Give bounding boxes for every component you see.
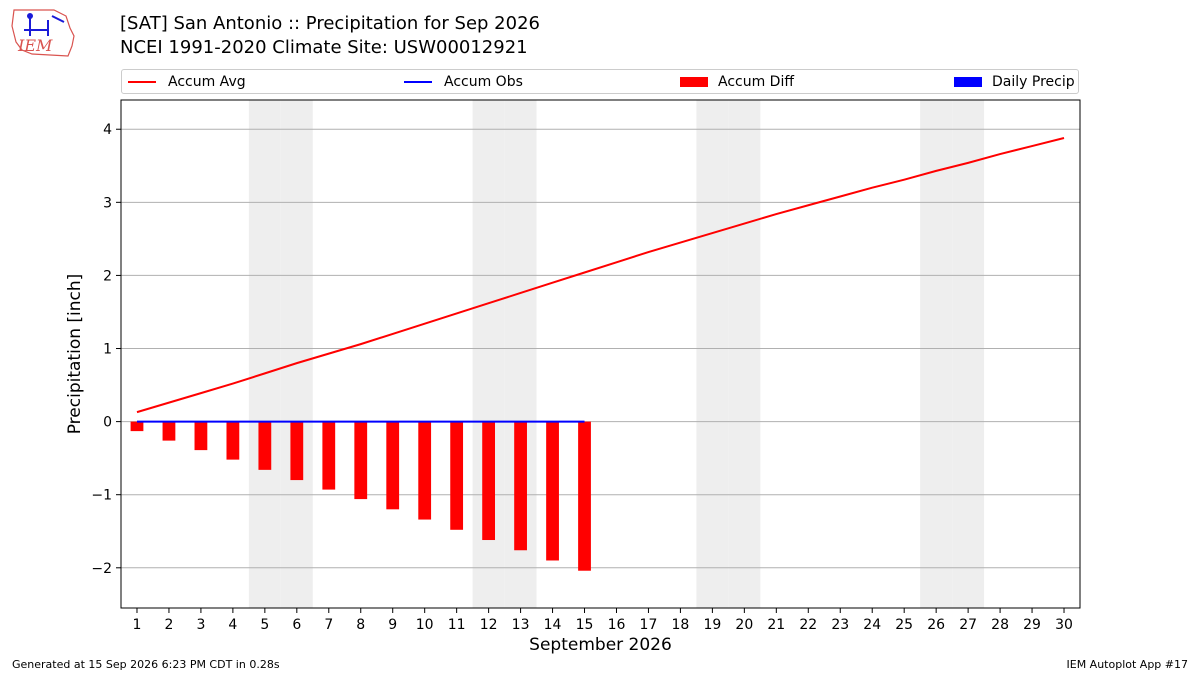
accum-diff-bar xyxy=(578,421,591,571)
generated-timestamp: Generated at 15 Sep 2026 6:23 PM CDT in … xyxy=(12,658,280,671)
accum-diff-bar xyxy=(386,421,400,510)
y-tick-label: 1 xyxy=(103,342,112,358)
iem-logo: IEM xyxy=(11,9,75,57)
chart-subtitle: NCEI 1991-2020 Climate Site: USW00012921 xyxy=(120,37,528,58)
x-tick-label: 13 xyxy=(512,617,530,633)
x-tick-label: 2 xyxy=(164,617,173,633)
accum-diff-bar xyxy=(162,421,176,441)
x-tick-label: 3 xyxy=(196,617,205,633)
x-tick-label: 7 xyxy=(324,617,333,633)
x-tick-label: 10 xyxy=(416,617,434,633)
legend-label: Accum Diff xyxy=(718,74,795,90)
legend-label: Accum Obs xyxy=(444,74,523,90)
accum-diff-bar xyxy=(354,421,368,500)
x-tick-label: 11 xyxy=(448,617,466,633)
x-tick-label: 18 xyxy=(672,617,690,633)
weekend-band xyxy=(248,100,281,608)
x-tick-label: 29 xyxy=(1023,617,1041,633)
accum-diff-bar xyxy=(290,421,304,481)
x-tick-label: 27 xyxy=(959,617,977,633)
y-tick-label: 2 xyxy=(103,268,112,284)
accum-diff-bar xyxy=(418,421,432,520)
x-tick-label: 9 xyxy=(388,617,397,633)
legend-swatch xyxy=(954,77,982,87)
x-tick-label: 12 xyxy=(480,617,498,633)
weekend-band xyxy=(952,100,985,608)
y-tick-label: −1 xyxy=(91,488,112,504)
accum-diff-bar xyxy=(482,421,496,541)
accum-diff-bar xyxy=(514,421,527,551)
x-tick-label: 22 xyxy=(799,617,817,633)
x-tick-label: 23 xyxy=(831,617,849,633)
legend-swatch xyxy=(680,77,708,87)
chart-title: [SAT] San Antonio :: Precipitation for S… xyxy=(120,13,540,34)
x-tick-label: 19 xyxy=(703,617,721,633)
accum-diff-bar xyxy=(226,421,240,460)
legend-item: Accum Diff xyxy=(680,73,794,91)
x-tick-label: 6 xyxy=(292,617,301,633)
accum-avg-line xyxy=(136,137,1065,414)
accum-diff-bar xyxy=(450,421,464,530)
x-tick-label: 30 xyxy=(1055,617,1073,633)
y-axis-label: Precipitation [inch] xyxy=(65,274,85,435)
x-tick-label: 14 xyxy=(544,617,562,633)
x-tick-label: 26 xyxy=(927,617,945,633)
legend-label: Accum Avg xyxy=(168,74,246,90)
x-tick-label: 5 xyxy=(260,617,269,633)
x-tick-label: 15 xyxy=(576,617,594,633)
x-tick-label: 16 xyxy=(608,617,626,633)
x-tick-label: 20 xyxy=(735,617,753,633)
plot-frame xyxy=(120,99,1081,609)
legend-item: Accum Obs xyxy=(404,73,523,91)
y-tick-label: −2 xyxy=(91,561,112,577)
accum-diff-bar xyxy=(194,421,208,451)
legend-swatch xyxy=(404,81,432,83)
x-tick-label: 25 xyxy=(895,617,913,633)
y-tick-label: 0 xyxy=(103,415,112,431)
weekend-band xyxy=(696,100,729,608)
legend-item: Accum Avg xyxy=(128,73,246,91)
accum-diff-bar xyxy=(322,421,336,490)
chart-legend: Accum Avg Accum Obs Accum Diff Daily Precip xyxy=(121,69,1079,94)
logo-text: IEM xyxy=(17,36,53,55)
weekend-band xyxy=(728,100,761,608)
x-tick-label: 4 xyxy=(228,617,237,633)
app-credit: IEM Autoplot App #17 xyxy=(1066,658,1189,671)
legend-label: Daily Precip xyxy=(992,74,1075,90)
y-tick-label: 4 xyxy=(103,122,112,138)
weekend-band xyxy=(280,100,313,608)
legend-item: Daily Precip xyxy=(954,73,1075,91)
x-tick-label: 21 xyxy=(767,617,785,633)
y-tick-label: 3 xyxy=(103,195,112,211)
x-tick-label: 28 xyxy=(991,617,1009,633)
weekend-band xyxy=(920,100,953,608)
legend-swatch xyxy=(128,81,156,83)
x-tick-label: 17 xyxy=(640,617,658,633)
accum-diff-bar xyxy=(546,421,559,561)
x-tick-label: 8 xyxy=(356,617,365,633)
x-tick-label: 1 xyxy=(133,617,142,633)
accum-diff-bar xyxy=(258,421,272,470)
x-tick-label: 24 xyxy=(863,617,881,633)
x-axis-label: September 2026 xyxy=(529,635,672,655)
accum-diff-bar xyxy=(130,421,144,432)
